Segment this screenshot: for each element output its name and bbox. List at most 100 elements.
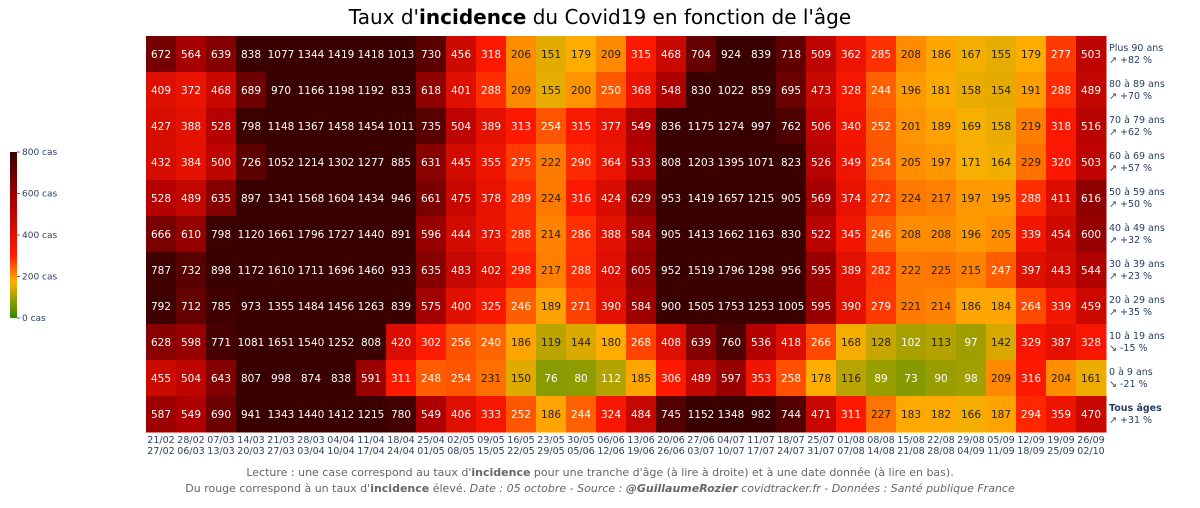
- cell-value: 792: [151, 301, 171, 313]
- cell-value: 1198: [328, 85, 355, 97]
- cell-value: 616: [1081, 193, 1101, 205]
- heatmap-cell: [716, 180, 747, 217]
- heatmap-cell: [746, 324, 777, 361]
- heatmap-cell: [326, 180, 357, 217]
- heatmap-cell: [836, 108, 867, 145]
- column-label: 14/03: [237, 435, 264, 446]
- heatmap-cell: [716, 360, 747, 397]
- heatmap-cell: [446, 252, 477, 289]
- heatmap-cell: [296, 108, 327, 145]
- cell-value: 1711: [298, 265, 325, 277]
- heatmap-cell: [356, 252, 387, 289]
- cell-value: 1434: [358, 193, 385, 205]
- heatmap-cell: [1016, 108, 1047, 145]
- cell-value: 946: [391, 193, 411, 205]
- heatmap-cell: [926, 324, 957, 361]
- cell-value: 905: [781, 193, 801, 205]
- cell-value: 1412: [328, 409, 355, 421]
- cell-value: 389: [841, 265, 861, 277]
- footer-italic: covidtracker.fr - Données : Santé publiq…: [737, 482, 1015, 495]
- column-label: 02/05: [447, 435, 474, 446]
- cell-value: 345: [841, 229, 861, 241]
- heatmap-cell: [266, 216, 297, 253]
- cell-value: 209: [511, 85, 531, 97]
- cell-value: 388: [181, 121, 201, 133]
- cell-value: 1172: [238, 265, 265, 277]
- cell-value: 1013: [388, 49, 415, 61]
- heatmap-cell: [326, 360, 357, 397]
- heatmap-cell: [626, 288, 657, 325]
- column-label: 21/08: [897, 446, 924, 457]
- heatmap-cell: [476, 360, 507, 397]
- heatmap-cell: [356, 72, 387, 109]
- cell-value: 1022: [718, 85, 745, 97]
- heatmap-cell: [476, 180, 507, 217]
- heatmap-cell: [146, 252, 177, 289]
- cell-value: 744: [781, 409, 801, 421]
- heatmap-cell: [806, 108, 837, 145]
- cell-value: 258: [781, 373, 801, 385]
- heatmap-cell: [146, 72, 177, 109]
- cell-value: 1419: [328, 49, 355, 61]
- heatmap-cell: [536, 216, 567, 253]
- heatmap-cell: [776, 144, 807, 181]
- cell-value: 1341: [268, 193, 295, 205]
- footer-bold: incidence: [471, 466, 531, 479]
- heatmap-cell: [656, 324, 687, 361]
- cell-value: 1344: [298, 49, 325, 61]
- cell-value: 584: [631, 301, 651, 313]
- cell-value: 1081: [238, 337, 265, 349]
- heatmap-cell: [656, 360, 687, 397]
- cell-value: 661: [421, 193, 441, 205]
- cell-value: 1215: [358, 409, 385, 421]
- cell-value: 183: [901, 409, 921, 421]
- cell-value: 953: [661, 193, 681, 205]
- heatmap-cell: [176, 72, 207, 109]
- column-label: 18/07: [777, 435, 804, 446]
- cell-value: 549: [181, 409, 201, 421]
- column-labels: 21/0227/0228/0206/0307/0313/0314/0320/03…: [147, 435, 1104, 457]
- cell-value: 1662: [718, 229, 745, 241]
- heatmap-cell: [146, 144, 177, 181]
- cell-value: 689: [241, 85, 261, 97]
- column-label: 26/09: [1077, 435, 1104, 446]
- column-label: 27/02: [147, 446, 174, 457]
- cell-value: 195: [991, 193, 1011, 205]
- heatmap-cell: [446, 144, 477, 181]
- heatmap-cell: [416, 252, 447, 289]
- row-label: 60 à 69 ans: [1109, 151, 1165, 162]
- heatmap-cell: [206, 252, 237, 289]
- cell-value: 631: [421, 157, 441, 169]
- cell-value: 288: [481, 85, 501, 97]
- cell-value: 362: [841, 49, 861, 61]
- cell-value: 503: [1081, 49, 1101, 61]
- heatmap-cell: [386, 216, 417, 253]
- heatmap-cell: [506, 360, 537, 397]
- cell-value: 785: [211, 301, 231, 313]
- heatmap-cell: [686, 180, 717, 217]
- cell-value: 1298: [748, 265, 775, 277]
- heatmap-cell: [986, 324, 1017, 361]
- heatmap-cell: [626, 144, 657, 181]
- heatmap-cell: [416, 144, 447, 181]
- cell-value: 459: [1081, 301, 1101, 313]
- column-label: 12/06: [597, 446, 624, 457]
- cell-value: 408: [661, 337, 681, 349]
- heatmap-cell: [266, 252, 297, 289]
- cell-value: 672: [151, 49, 171, 61]
- heatmap-cell: [1046, 324, 1077, 361]
- cell-value: 282: [871, 265, 891, 277]
- heatmap-cell: [1046, 252, 1077, 289]
- chart-title: Taux d'incidence du Covid19 en fonction …: [348, 5, 851, 29]
- cell-value: 275: [511, 157, 531, 169]
- cell-value: 1657: [718, 193, 745, 205]
- heatmap-cell: [866, 288, 897, 325]
- heatmap-cell: [716, 36, 747, 73]
- heatmap-cell: [806, 252, 837, 289]
- heatmap-cell: [866, 108, 897, 145]
- cell-value: 290: [571, 157, 591, 169]
- heatmap-cell: [806, 216, 837, 253]
- cell-value: 179: [1021, 49, 1041, 61]
- heatmap-cell: [626, 324, 657, 361]
